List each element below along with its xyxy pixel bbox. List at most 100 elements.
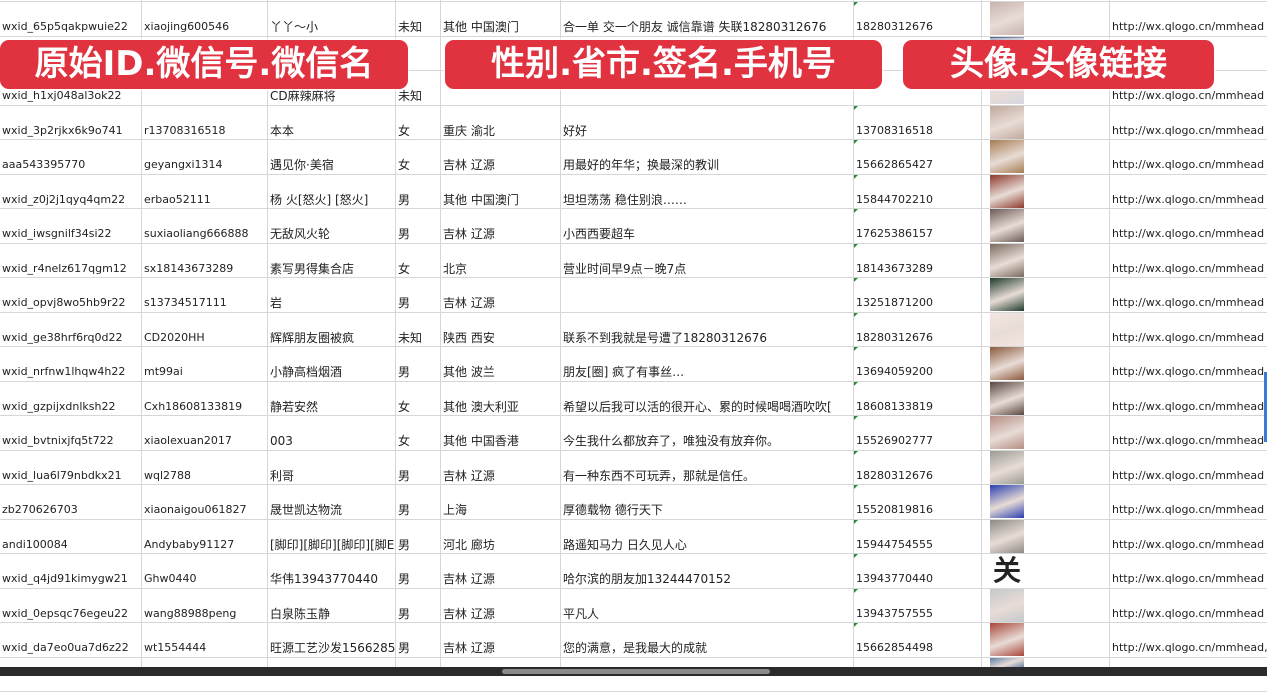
gender-cell[interactable]: 女: [398, 158, 411, 172]
avatar-link-cell[interactable]: http://wx.qlogo.cn/mmhead: [1112, 227, 1265, 240]
wechat-id-cell[interactable]: wang88988peng: [144, 607, 237, 620]
original-id-cell[interactable]: wxid_q4jd91kimygw21: [2, 572, 128, 585]
gender-cell[interactable]: 男: [398, 365, 411, 379]
gender-cell[interactable]: 男: [398, 607, 411, 621]
region-cell[interactable]: 其他 中国澳门: [443, 193, 519, 207]
phone-cell[interactable]: 13251871200: [856, 296, 933, 309]
gender-cell[interactable]: 女: [398, 124, 411, 138]
wechat-id-cell[interactable]: [144, 675, 266, 691]
avatar-image[interactable]: [990, 520, 1024, 553]
signature-cell[interactable]: 合一单 交一个朋友 诚信靠谱 失联18280312676: [563, 20, 827, 34]
original-id-cell[interactable]: wxid_opvj8wo5hb9r22: [2, 296, 126, 309]
signature-cell[interactable]: 小西西要超车: [563, 227, 636, 241]
phone-cell[interactable]: 13708316518: [856, 124, 933, 137]
gender-cell[interactable]: 未知: [398, 20, 423, 34]
wechat-id-cell[interactable]: geyangxi1314: [144, 158, 223, 171]
wechat-id-cell[interactable]: [144, 88, 266, 104]
region-cell[interactable]: 吉林 辽源: [443, 607, 495, 621]
gender-cell[interactable]: 男: [398, 469, 411, 483]
gender-cell[interactable]: 男: [398, 193, 411, 207]
wechat-name-cell[interactable]: 白泉陈玉静: [270, 607, 331, 621]
phone-cell[interactable]: 15662865427: [856, 158, 933, 171]
avatar-link-cell[interactable]: http://wx.qlogo.cn/mmhead: [1112, 607, 1265, 620]
original-id-cell[interactable]: wxid_da7eo0ua7d6z22: [2, 641, 129, 654]
avatar-link-cell[interactable]: http://wx.qlogo.cn/mmhead: [1112, 572, 1265, 585]
wechat-name-cell[interactable]: 岩: [270, 296, 283, 310]
avatar-image[interactable]: [990, 416, 1024, 449]
gender-cell[interactable]: 女: [398, 400, 411, 414]
avatar-link-cell[interactable]: http://wx.qlogo.cn/mmhead: [1112, 89, 1265, 102]
avatar-link-cell[interactable]: http://wx.qlogo.cn/mmhead: [1112, 400, 1265, 413]
original-id-cell[interactable]: andi100084: [2, 538, 68, 551]
gender-cell[interactable]: 男: [398, 572, 411, 586]
avatar-link-cell[interactable]: http://wx.qlogo.cn/mmhead: [1112, 503, 1265, 516]
wechat-name-cell[interactable]: 本本: [270, 124, 295, 138]
gender-cell[interactable]: [398, 675, 440, 691]
wechat-name-cell[interactable]: 利哥: [270, 469, 295, 483]
signature-cell[interactable]: [563, 295, 853, 311]
region-cell[interactable]: [443, 88, 559, 104]
phone-cell[interactable]: 18608133819: [856, 400, 933, 413]
gender-cell[interactable]: 男: [398, 503, 411, 517]
horizontal-scrollbar[interactable]: [502, 669, 770, 674]
wechat-name-cell[interactable]: [脚印][脚印][脚印][脚E: [270, 538, 395, 552]
avatar-image[interactable]: [990, 2, 1024, 35]
avatar-link-cell[interactable]: http://wx.qlogo.cn/mmhead: [1112, 262, 1265, 275]
original-id-cell[interactable]: wxid_0epsqc76egeu22: [2, 607, 129, 620]
phone-cell[interactable]: 18280312676: [856, 469, 933, 482]
avatar-image[interactable]: [990, 589, 1024, 622]
region-cell[interactable]: 吉林 辽源: [443, 227, 495, 241]
phone-cell[interactable]: 15662854498: [856, 641, 933, 654]
signature-cell[interactable]: 用最好的年华；换最深的教训: [563, 158, 720, 172]
avatar-image[interactable]: [990, 451, 1024, 484]
wechat-id-cell[interactable]: CD2020HH: [144, 331, 205, 344]
avatar-link-cell[interactable]: http://wx.qlogo.cn/mmhead: [1112, 124, 1265, 137]
signature-cell[interactable]: 有一种东西不可玩弄，那就是信任。: [563, 469, 756, 483]
wechat-id-cell[interactable]: r13708316518: [144, 124, 226, 137]
wechat-id-cell[interactable]: s13734517111: [144, 296, 227, 309]
region-cell[interactable]: 其他 澳大利亚: [443, 400, 519, 414]
gender-cell[interactable]: 女: [398, 262, 411, 276]
region-cell[interactable]: 河北 廊坊: [443, 538, 495, 552]
avatar-image[interactable]: [990, 106, 1024, 139]
wechat-id-cell[interactable]: erbao52111: [144, 193, 211, 206]
wechat-id-cell[interactable]: sx18143673289: [144, 262, 234, 275]
phone-cell[interactable]: 13694059200: [856, 365, 933, 378]
avatar-link-cell[interactable]: http://wx.qlogo.cn/mmhead: [1112, 20, 1265, 33]
wechat-name-cell[interactable]: 无敌风火轮: [270, 227, 331, 241]
region-cell[interactable]: 其他 波兰: [443, 365, 495, 379]
original-id-cell[interactable]: wxid_gzpijxdnlksh22: [2, 400, 116, 413]
avatar-image[interactable]: [990, 313, 1024, 346]
original-id-cell[interactable]: zb270626703: [2, 503, 78, 516]
wechat-id-cell[interactable]: Cxh18608133819: [144, 400, 243, 413]
phone-cell[interactable]: [856, 675, 980, 691]
gender-cell[interactable]: 未知: [398, 331, 423, 345]
phone-cell[interactable]: 18143673289: [856, 262, 933, 275]
phone-cell[interactable]: 18280312676: [856, 20, 933, 33]
phone-cell[interactable]: 15520819816: [856, 503, 933, 516]
wechat-name-cell[interactable]: 003: [270, 434, 293, 448]
avatar-image[interactable]: [990, 278, 1024, 311]
wechat-id-cell[interactable]: wql2788: [144, 469, 192, 482]
wechat-name-cell[interactable]: 辉辉朋友圈被疯: [270, 331, 355, 345]
region-cell[interactable]: [443, 675, 559, 691]
signature-cell[interactable]: 厚德载物 德行天下: [563, 503, 663, 517]
avatar-link-cell[interactable]: http://wx.qlogo.cn/mmhead,: [1112, 641, 1267, 654]
wechat-name-cell[interactable]: 素写男得集合店: [270, 262, 355, 276]
wechat-id-cell[interactable]: mt99ai: [144, 365, 183, 378]
avatar-link-cell[interactable]: http://wx.qlogo.cn/mmhead: [1112, 193, 1265, 206]
avatar-link-cell[interactable]: http://wx.qlogo.cn/mmhead: [1112, 296, 1265, 309]
signature-cell[interactable]: 联系不到我就是号遭了18280312676: [563, 331, 767, 345]
avatar-image[interactable]: [990, 209, 1024, 242]
signature-cell[interactable]: 好好: [563, 124, 588, 138]
avatar-link-cell[interactable]: http://wx.qlogo.cn/mmhead: [1112, 434, 1265, 447]
original-id-cell[interactable]: wxid_z0j2j1qyq4qm22: [2, 193, 126, 206]
original-id-cell[interactable]: wxid_nrfnw1lhqw4h22: [2, 365, 126, 378]
avatar-image[interactable]: 关: [990, 554, 1024, 587]
region-cell[interactable]: 吉林 辽源: [443, 641, 495, 655]
wechat-name-cell[interactable]: 华伟13943770440: [270, 572, 378, 586]
signature-cell[interactable]: 哈尔滨的朋友加13244470152: [563, 572, 731, 586]
signature-cell[interactable]: 希望以后我可以活的很开心、累的时候喝喝酒吹吹[: [563, 400, 832, 414]
phone-cell[interactable]: 15944754555: [856, 538, 933, 551]
avatar-link-cell[interactable]: http://wx.qlogo.cn/mmhead: [1112, 158, 1265, 171]
